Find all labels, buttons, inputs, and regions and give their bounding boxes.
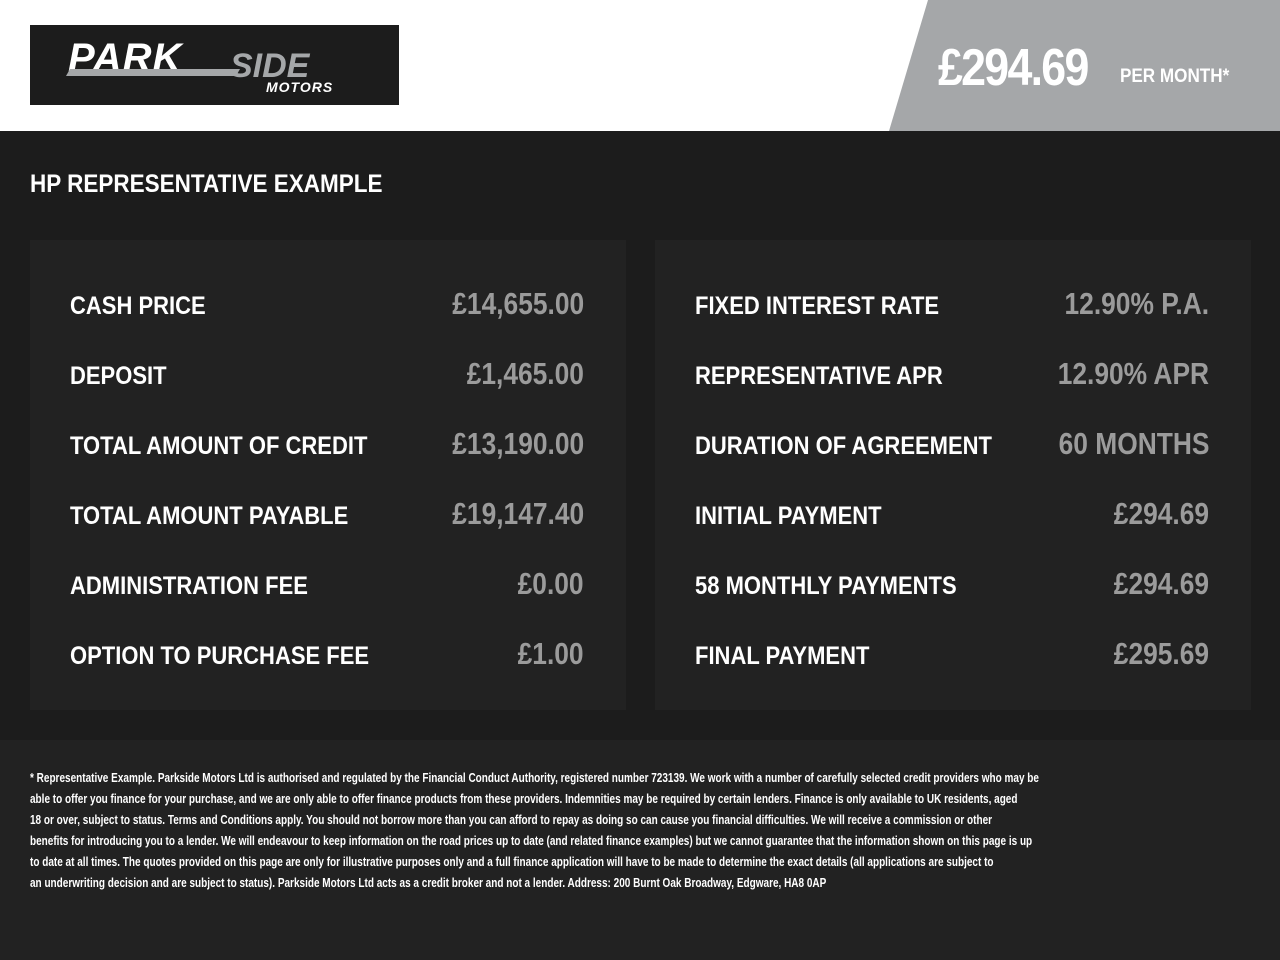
finance-row: OPTION TO PURCHASE FEE £1.00 (70, 636, 584, 676)
row-value: £14,655.00 (452, 286, 584, 321)
row-label: REPRESENTATIVE APR (695, 362, 943, 390)
row-label: OPTION TO PURCHASE FEE (70, 642, 370, 670)
row-value: £1,465.00 (466, 356, 584, 391)
parkside-motors-logo: PARK SIDE MOTORS (30, 25, 399, 105)
finance-row: FINAL PAYMENT £295.69 (695, 636, 1209, 676)
row-label: 58 MONTHLY PAYMENTS (695, 572, 957, 600)
finance-row: 58 MONTHLY PAYMENTS £294.69 (695, 566, 1209, 606)
right-panel: FIXED INTEREST RATE 12.90% P.A. REPRESENTA… (655, 240, 1251, 710)
row-label: FIXED INTEREST RATE (695, 292, 940, 320)
row-label: ADMINISTRATION FEE (70, 572, 308, 600)
disclaimer-line: * Representative Example. Parkside Motor… (30, 771, 1039, 785)
row-value: 12.90% P.A. (1064, 286, 1209, 321)
svg-text:MOTORS: MOTORS (266, 79, 333, 95)
svg-text:SIDE: SIDE (230, 47, 311, 85)
row-label: FINAL PAYMENT (695, 642, 870, 670)
row-label: INITIAL PAYMENT (695, 502, 882, 530)
finance-row: FIXED INTEREST RATE 12.90% P.A. (695, 286, 1209, 326)
disclaimer-line: benefits for introducing you to a lender… (30, 834, 1033, 848)
finance-row: CASH PRICE £14,655.00 (70, 286, 584, 326)
row-value: £294.69 (1113, 496, 1209, 531)
finance-row: TOTAL AMOUNT OF CREDIT £13,190.00 (70, 426, 584, 466)
monthly-price: £294.69 (938, 39, 1089, 97)
finance-row: INITIAL PAYMENT £294.69 (695, 496, 1209, 536)
row-value: 12.90% APR (1057, 356, 1209, 391)
finance-row: ADMINISTRATION FEE £0.00 (70, 566, 584, 606)
row-value: £19,147.40 (452, 496, 584, 531)
disclaimer-line: able to offer you finance for your purch… (30, 792, 1018, 806)
row-label: TOTAL AMOUNT PAYABLE (70, 502, 349, 530)
row-label: DURATION OF AGREEMENT (695, 432, 992, 460)
finance-row: REPRESENTATIVE APR 12.90% APR (695, 356, 1209, 396)
finance-row: TOTAL AMOUNT PAYABLE £19,147.40 (70, 496, 584, 536)
row-value: £294.69 (1113, 566, 1209, 601)
finance-row: DEPOSIT £1,465.00 (70, 356, 584, 396)
left-panel: CASH PRICE £14,655.00 DEPOSIT £1,465.00 TOTA… (30, 240, 626, 710)
disclaimer-line: to date at all times. The quotes provide… (30, 855, 994, 869)
disclaimer-line: an underwriting decision and are subject… (30, 876, 827, 890)
row-label: DEPOSIT (70, 362, 167, 390)
page-title: HP REPRESENTATIVE EXAMPLE (30, 170, 383, 198)
finance-row: DURATION OF AGREEMENT 60 MONTHS (695, 426, 1209, 466)
row-label: CASH PRICE (70, 292, 206, 320)
row-value: £13,190.00 (452, 426, 584, 461)
row-label: TOTAL AMOUNT OF CREDIT (70, 432, 368, 460)
row-value: £1.00 (518, 636, 584, 671)
row-value: £0.00 (518, 566, 584, 601)
disclaimer-line: 18 or over, subject to status. Terms and… (30, 813, 993, 827)
row-value: £295.69 (1113, 636, 1209, 671)
price-banner (889, 0, 1280, 131)
row-value: 60 MONTHS (1058, 426, 1209, 461)
disclaimer: * Representative Example. Parkside Motor… (0, 740, 1280, 960)
per-month-label: PER MONTH* (1120, 66, 1230, 87)
